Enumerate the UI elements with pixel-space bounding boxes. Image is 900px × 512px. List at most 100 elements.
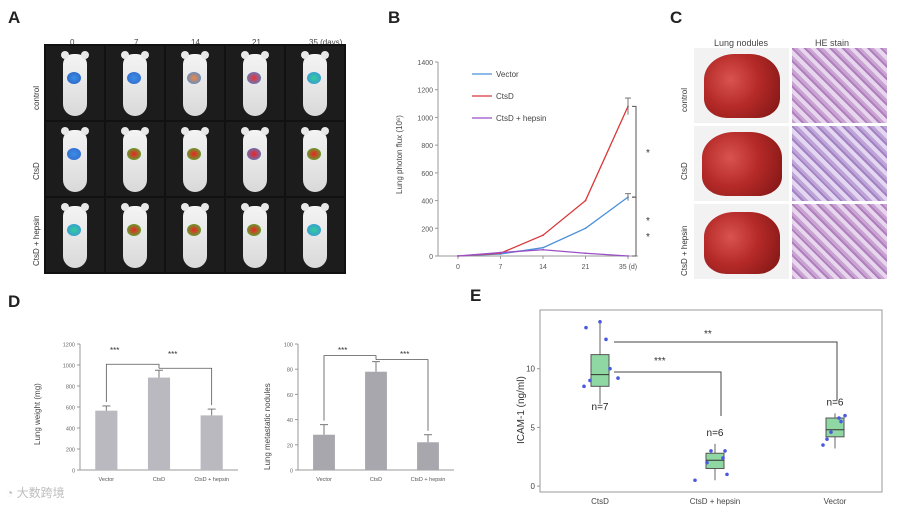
e-significance-bracket (614, 371, 722, 416)
mouse-silhouette (181, 203, 209, 268)
mouse-ear (241, 127, 249, 135)
mouse-silhouette (61, 127, 89, 192)
b-annotation-3: * (646, 232, 650, 243)
b-y-tick-label: 1400 (417, 60, 433, 67)
e-x-tick-label: Vector (824, 497, 847, 506)
bioluminescence-signal (247, 148, 261, 160)
mouse-image-cell (226, 122, 284, 196)
bioluminescence-signal (67, 72, 81, 84)
e-x-tick-label: CtsD + hepsin (690, 497, 740, 506)
e-annotation-2: ** (704, 329, 712, 340)
e-data-point (839, 419, 843, 424)
mouse-silhouette (181, 127, 209, 192)
row-label-ctsd: CtsD (32, 162, 41, 180)
b-legend-vector: Vector (496, 70, 519, 79)
e-n-label: n=6 (827, 397, 844, 408)
e-data-point (693, 478, 697, 483)
panel-label-c: C (670, 8, 683, 27)
d2-bar-ctsd-hepsin (417, 442, 439, 470)
d2-y-tick-label: 100 (284, 343, 293, 349)
d1-x-tick-label: CtsD + hepsin (194, 477, 229, 483)
d2-significance-bracket (323, 355, 377, 421)
b-y-tick-label: 1000 (417, 115, 433, 122)
e-data-point (616, 376, 620, 380)
b-x-tick-label: 0 (456, 264, 460, 271)
mouse-silhouette (241, 203, 269, 268)
b-data-point (584, 227, 587, 230)
bar-chart-lung-weight: Lung weight (mg) *** *** 0 200 400 600 800 10… (33, 343, 238, 483)
e-data-point (725, 472, 729, 477)
b-series-line-ctsd (457, 106, 629, 257)
b-significance-bracket (632, 105, 637, 198)
mouse-ear (61, 51, 69, 59)
mouse-ear (141, 51, 149, 59)
mouse-silhouette (241, 127, 269, 192)
c-row-ctsd-hepsin: CtsD + hepsin (680, 225, 689, 276)
d1-bar-ctsd-hepsin (200, 415, 223, 470)
line-chart-photon-flux: Vector CtsD CtsD + hepsin Lung photon fl… (395, 60, 650, 271)
e-data-point (723, 449, 727, 453)
b-y-tick-label: 800 (421, 143, 433, 150)
b-x-tick-label: 35 (d) (619, 264, 637, 271)
mouse-image-cell (106, 46, 164, 120)
b-annotation-2: * (646, 216, 650, 227)
mouse-ear (261, 127, 269, 135)
mouse-silhouette (61, 51, 89, 116)
mouse-ear (201, 51, 209, 59)
panel-label-e: E (470, 286, 482, 305)
mouse-ear (301, 127, 309, 135)
b-y-tick-label: 200 (421, 226, 433, 233)
e-plot-frame (539, 309, 883, 493)
mouse-ear (181, 127, 189, 135)
watermark: ◔ 大数跨境 (6, 486, 65, 500)
lung-photo-control (694, 48, 789, 123)
mouse-ear (241, 203, 249, 211)
mouse-ear (321, 127, 329, 135)
e-data-point (608, 366, 612, 371)
mouse-ear (261, 203, 269, 211)
e-data-point (843, 413, 847, 418)
d1-y-tick-label: 600 (66, 406, 75, 412)
row-label-ctsd-hepsin: CtsD + hepsin (32, 215, 41, 266)
lung-photo-ctsd (694, 126, 789, 201)
mouse-silhouette (301, 127, 329, 192)
bioluminescence-signal (307, 148, 321, 160)
he-stain-ctsd-hepsin (792, 204, 887, 279)
b-y-tick-label: 0 (429, 254, 433, 261)
e-y-tick-label: 5 (531, 423, 536, 432)
mouse-ear (301, 51, 309, 59)
d1-significance-bracket (105, 363, 160, 402)
e-significance-bracket (614, 341, 838, 400)
b-legend-ctsd: CtsD (496, 92, 514, 101)
bioluminescence-signal (307, 224, 321, 236)
e-data-point (837, 416, 841, 420)
mouse-silhouette (61, 203, 89, 268)
d1-y-axis-title: Lung weight (mg) (33, 383, 42, 445)
mouse-silhouette (181, 51, 209, 116)
mouse-ear (141, 127, 149, 135)
d1-y-tick-label: 200 (66, 448, 75, 454)
mouse-image-cell (226, 198, 284, 272)
mouse-ear (321, 203, 329, 211)
col-label-14: 14 (191, 38, 200, 47)
e-data-point (829, 430, 833, 434)
bioluminescence-signal (247, 72, 261, 84)
bioluminescence-signal (127, 72, 141, 84)
d2-y-axis-title: Lung metastatic nodules (263, 383, 272, 470)
mouse-ear (81, 127, 89, 135)
d1-significance-bracket (159, 367, 213, 406)
e-data-point (721, 456, 725, 460)
d1-y-tick-label: 800 (66, 385, 75, 391)
e-data-point (604, 337, 608, 342)
e-n-label: n=6 (707, 428, 724, 439)
mouse-image-cell (166, 198, 224, 272)
mouse-image-cell (286, 198, 344, 272)
d1-bar-ctsd (147, 377, 171, 470)
bioluminescence-signal (307, 72, 321, 84)
d1-x-tick-label: Vector (99, 477, 115, 483)
mouse-ear (141, 203, 149, 211)
mouse-image-cell (286, 122, 344, 196)
mouse-image-cell (286, 46, 344, 120)
mouse-ear (241, 51, 249, 59)
e-data-point (821, 443, 825, 447)
